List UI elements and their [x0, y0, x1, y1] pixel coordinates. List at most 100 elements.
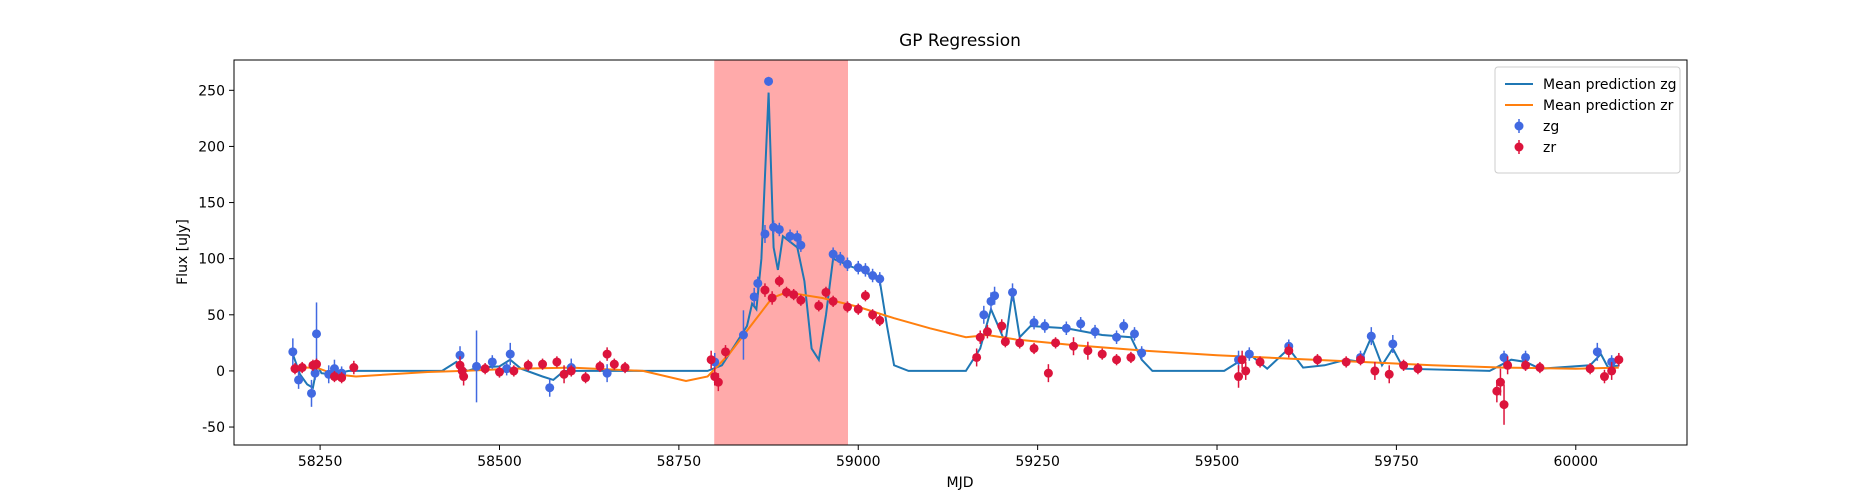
- data-point: [774, 224, 784, 234]
- data-point: [472, 361, 482, 371]
- x-tick-label: 59500: [1195, 454, 1240, 470]
- y-tick-label: 200: [198, 139, 225, 155]
- data-point: [860, 291, 870, 301]
- data-point: [1356, 355, 1366, 365]
- data-point: [1312, 355, 1322, 365]
- data-point: [1614, 355, 1624, 365]
- data-point: [821, 287, 831, 297]
- data-point: [294, 375, 304, 385]
- data-point: [1521, 352, 1531, 362]
- data-point: [502, 364, 512, 374]
- data-point: [1341, 357, 1351, 367]
- data-point: [1040, 321, 1050, 331]
- data-point: [979, 310, 989, 320]
- data-point: [523, 360, 533, 370]
- data-point: [1137, 348, 1147, 358]
- data-point: [1592, 347, 1602, 357]
- data-point: [602, 349, 612, 359]
- data-point: [760, 285, 770, 295]
- data-point: [1399, 360, 1409, 370]
- data-point: [312, 329, 322, 339]
- data-point: [545, 383, 555, 393]
- data-point: [609, 359, 619, 369]
- plot-area: [288, 76, 1624, 425]
- data-point: [1043, 368, 1053, 378]
- data-point: [1130, 329, 1140, 339]
- data-point: [1015, 338, 1025, 348]
- data-point: [982, 327, 992, 337]
- data-point: [559, 369, 569, 379]
- data-point: [868, 310, 878, 320]
- data-point: [1495, 377, 1505, 387]
- data-point: [1499, 352, 1509, 362]
- data-point: [1090, 327, 1100, 337]
- data-point: [828, 296, 838, 306]
- data-point: [1284, 346, 1294, 356]
- y-tick-label: 0: [216, 364, 225, 380]
- data-point: [552, 357, 562, 367]
- y-tick-label: 150: [198, 196, 225, 212]
- data-point: [538, 359, 548, 369]
- data-point: [1126, 352, 1136, 362]
- y-tick-label: 50: [207, 308, 225, 324]
- data-point: [480, 364, 490, 374]
- y-tick-label: -50: [202, 420, 225, 436]
- legend-swatch: [1514, 142, 1524, 152]
- data-point: [749, 292, 759, 302]
- data-point: [1255, 357, 1265, 367]
- data-point: [1051, 338, 1061, 348]
- data-point: [310, 368, 320, 378]
- data-point: [1413, 364, 1423, 374]
- data-point: [595, 361, 605, 371]
- data-point: [972, 352, 982, 362]
- data-point: [842, 302, 852, 312]
- data-point: [620, 363, 630, 373]
- data-point: [1521, 360, 1531, 370]
- data-point: [1061, 323, 1071, 333]
- data-point: [975, 332, 985, 342]
- data-point: [1241, 366, 1251, 376]
- data-point: [337, 373, 347, 383]
- data-point: [297, 363, 307, 373]
- x-tick-label: 58750: [657, 454, 702, 470]
- data-point: [509, 366, 519, 376]
- data-point: [1029, 318, 1039, 328]
- data-point: [706, 355, 716, 365]
- data-point: [997, 321, 1007, 331]
- data-point: [487, 357, 497, 367]
- x-tick-label: 58250: [298, 454, 343, 470]
- data-point: [814, 301, 824, 311]
- data-point: [753, 278, 763, 288]
- data-point: [875, 274, 885, 284]
- data-point: [1112, 355, 1122, 365]
- plot-frame: [233, 59, 1688, 446]
- data-point: [566, 366, 576, 376]
- data-point: [828, 249, 838, 259]
- data-point: [721, 347, 731, 357]
- data-point: [306, 388, 316, 398]
- data-point: [1384, 369, 1394, 379]
- data-point: [1029, 343, 1039, 353]
- data-point: [868, 271, 878, 281]
- data-point: [713, 377, 723, 387]
- data-point: [602, 368, 612, 378]
- data-point: [1237, 355, 1247, 365]
- mean-line: [291, 92, 1620, 390]
- data-point: [760, 229, 770, 239]
- data-point: [288, 347, 298, 357]
- data-point: [785, 231, 795, 241]
- x-tick-label: 58500: [477, 454, 522, 470]
- data-point: [1535, 363, 1545, 373]
- data-point: [1008, 287, 1018, 297]
- data-point: [1069, 341, 1079, 351]
- data-point: [329, 364, 339, 374]
- legend-label: Mean prediction zr: [1543, 98, 1674, 114]
- data-point: [455, 350, 465, 360]
- data-point: [990, 291, 1000, 301]
- data-point: [835, 254, 845, 264]
- data-point: [875, 315, 885, 325]
- data-point: [1366, 331, 1376, 341]
- data-point: [329, 372, 339, 382]
- chart-title: GP Regression: [899, 31, 1021, 51]
